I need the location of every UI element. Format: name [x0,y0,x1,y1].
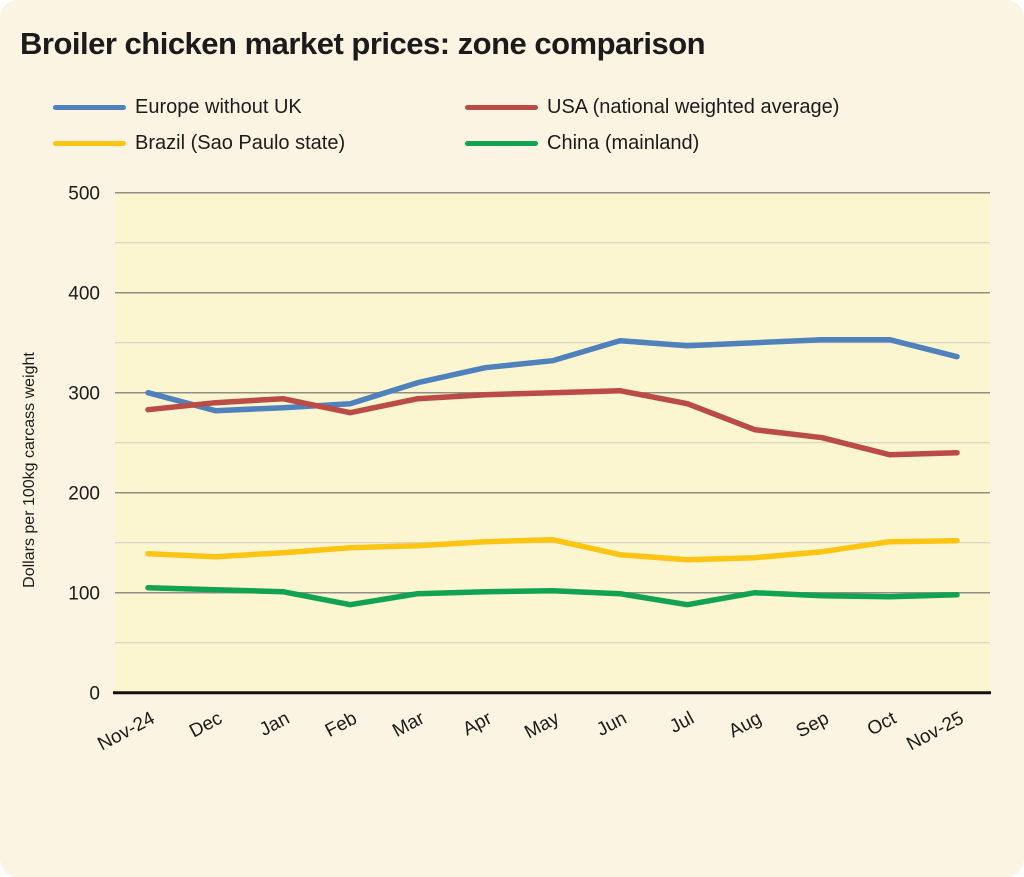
x-tick-label: Jul [666,708,697,738]
legend-item-china: China (mainland) [465,130,699,156]
x-tick-label: Jan [256,708,293,741]
legend-label-china: China (mainland) [547,131,700,154]
legend: Europe without UK USA (national weighted… [0,0,1024,170]
x-tick-label: Mar [389,708,428,742]
legend-label-brazil: Brazil (Sao Paulo state) [135,131,346,154]
chart-title: Broiler chicken market prices: zone comp… [20,26,706,61]
y-tick-label: 200 [68,484,100,505]
x-tick-label: Jun [593,708,630,741]
x-tick-label: May [521,708,563,744]
legend-swatch-europe [53,104,126,110]
x-tick-label: Nov-25 [903,708,967,755]
series-line-usa-national-weighted-average [145,387,960,458]
x-tick-label: Sep [793,708,833,742]
series-line-china-mainland [145,584,960,608]
legend-label-europe: Europe without UK [135,95,302,118]
series-line-brazil-sao-paulo-state [145,536,960,563]
y-tick-label: 500 [68,184,100,205]
x-tick-label: Nov-24 [94,708,158,755]
legend-swatch-brazil [53,140,126,146]
series-line-europe-without-uk [145,336,960,414]
x-tick-label: Aug [725,708,765,742]
y-axis-title: Dollars per 100kg carcass weight [21,352,38,588]
x-tick-label: Feb [322,708,361,742]
legend-item-europe: Europe without UK [53,94,302,120]
y-tick-label: 300 [68,384,100,405]
y-tick-label: 100 [68,584,100,605]
legend-item-brazil: Brazil (Sao Paulo state) [53,130,345,156]
x-tick-label: Apr [459,708,496,741]
x-tick-label: Oct [864,708,901,741]
x-tick-label: Dec [186,708,226,742]
legend-swatch-usa [465,104,538,110]
legend-label-usa: USA (national weighted average) [547,95,840,118]
legend-item-usa: USA (national weighted average) [465,94,839,120]
y-tick-label: 400 [68,284,100,305]
legend-swatch-china [465,140,538,146]
y-tick-label: 0 [89,684,100,705]
